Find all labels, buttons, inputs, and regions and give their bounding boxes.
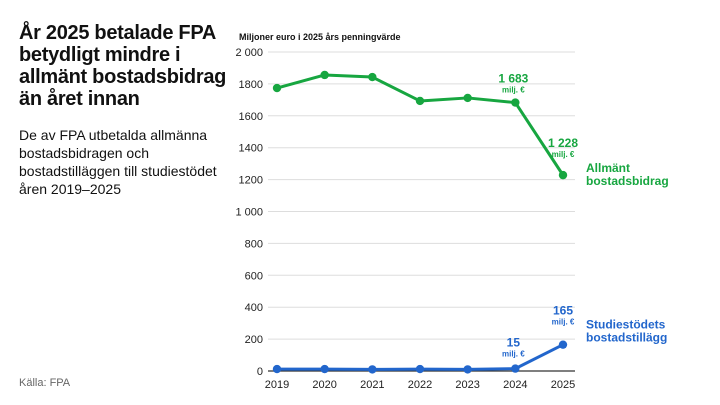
data-point <box>272 364 282 374</box>
data-point <box>320 364 329 374</box>
y-tick-label: 600 <box>245 270 263 282</box>
y-tick-label: 0 <box>257 366 263 378</box>
data-label: 165 <box>553 304 573 318</box>
data-label: 1 683 <box>498 72 528 86</box>
data-label-unit: milj. € <box>502 350 525 359</box>
x-tick-label: 2022 <box>408 379 432 391</box>
series-label: bostadsbidrag <box>586 174 669 188</box>
y-tick-label: 800 <box>245 238 263 250</box>
data-point <box>272 83 282 93</box>
data-label-unit: milj. € <box>502 86 525 95</box>
x-tick-label: 2020 <box>312 379 336 391</box>
y-tick-label: 1200 <box>239 175 263 187</box>
data-label: 15 <box>507 336 521 350</box>
x-tick-label: 2023 <box>455 379 479 391</box>
data-label: 1 228 <box>548 136 578 150</box>
series-label: Allmänt <box>586 161 630 175</box>
data-point <box>368 365 377 374</box>
data-point <box>463 93 472 103</box>
data-label-unit: milj. € <box>552 150 575 159</box>
series-label: Studiestödets <box>586 318 666 332</box>
y-tick-label: 1400 <box>239 143 263 155</box>
data-point <box>558 170 568 180</box>
data-point <box>415 364 425 374</box>
series-label: bostadstillägg <box>586 331 667 345</box>
x-tick-label: 2024 <box>503 379 527 391</box>
data-point <box>463 365 472 374</box>
chart-title: År 2025 betalade FPA betydligt mindre i … <box>19 22 227 110</box>
data-point <box>511 364 520 373</box>
y-axis-label: Miljoner euro i 2025 års penningvärde <box>239 32 401 42</box>
y-tick-label: 1600 <box>239 111 263 123</box>
y-tick-label: 400 <box>245 302 263 314</box>
y-tick-label: 2 000 <box>235 47 263 59</box>
y-tick-label: 1 000 <box>235 207 263 219</box>
data-point <box>415 96 425 106</box>
data-point <box>511 98 520 107</box>
data-point <box>320 70 329 80</box>
x-tick-label: 2021 <box>360 379 384 391</box>
y-tick-label: 200 <box>245 334 263 346</box>
y-tick-label: 1800 <box>239 79 263 91</box>
data-point <box>558 340 568 349</box>
data-label-unit: milj. € <box>552 318 575 327</box>
x-tick-label: 2025 <box>551 379 575 391</box>
chart-subtitle: De av FPA utbetalda allmänna bostadsbidr… <box>19 127 217 197</box>
data-point <box>368 72 377 82</box>
source-note: Källa: FPA <box>19 377 71 389</box>
x-tick-label: 2019 <box>265 379 289 391</box>
